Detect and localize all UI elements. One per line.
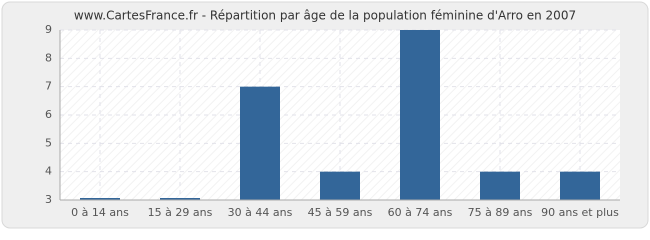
bar — [80, 198, 120, 200]
x-tick-label: 30 à 44 ans — [228, 206, 293, 219]
y-tick-label: 8 — [45, 51, 52, 64]
x-tick-label: 60 à 74 ans — [388, 206, 453, 219]
x-tick-label: 45 à 59 ans — [308, 206, 373, 219]
chart-title: www.CartesFrance.fr - Répartition par âg… — [74, 9, 576, 23]
x-tick-label: 90 ans et plus — [541, 206, 619, 219]
x-tick-label: 15 à 29 ans — [148, 206, 213, 219]
bar — [400, 30, 440, 200]
bar — [480, 171, 520, 200]
bar — [320, 171, 360, 200]
bar — [160, 198, 200, 200]
y-tick-label: 7 — [45, 80, 52, 93]
y-tick-label: 5 — [45, 136, 52, 149]
x-tick-label: 0 à 14 ans — [71, 206, 129, 219]
bar — [240, 86, 280, 200]
y-tick-label: 9 — [45, 23, 52, 36]
y-tick-label: 4 — [45, 165, 52, 178]
x-tick-label: 75 à 89 ans — [468, 206, 533, 219]
y-tick-label: 6 — [45, 108, 52, 121]
y-tick-label: 3 — [45, 193, 52, 206]
bar — [560, 171, 600, 200]
chart: www.CartesFrance.fr - Répartition par âg… — [1, 1, 649, 229]
